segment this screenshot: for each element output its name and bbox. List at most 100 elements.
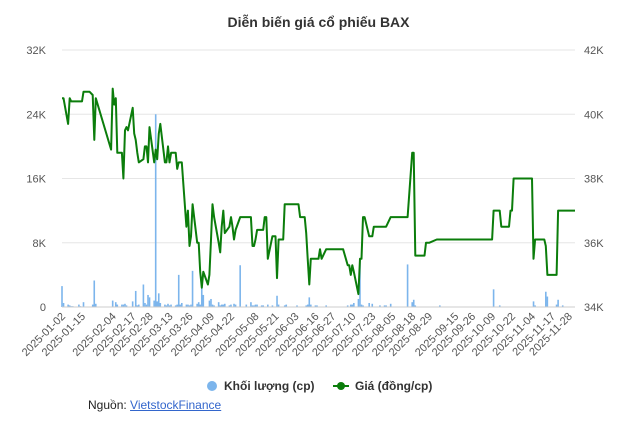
- y-axis-right: 34K 36K 38K 40K 42K: [584, 45, 604, 314]
- volume-bar: [233, 303, 235, 307]
- y-right-tick-label: 36K: [584, 238, 604, 250]
- volume-bar: [383, 305, 386, 307]
- volume-bar: [191, 270, 194, 307]
- volume-bar: [168, 305, 171, 307]
- grid-lines: [62, 49, 575, 308]
- legend-price-marker: [337, 382, 345, 390]
- volume-bar: [498, 305, 501, 307]
- volume-bar: [230, 304, 232, 307]
- volume-bar: [154, 114, 157, 307]
- volume-bar: [116, 304, 119, 307]
- price-series-line: [62, 87, 575, 296]
- volume-bar: [314, 305, 317, 307]
- volume-bar: [296, 305, 298, 307]
- volume-bar: [131, 301, 134, 307]
- volume-bar: [181, 302, 183, 307]
- legend-volume-marker: [207, 381, 217, 391]
- legend-price-label: Giá (đồng/cp): [355, 379, 432, 393]
- volume-bar: [200, 284, 203, 307]
- volume-bar: [254, 304, 257, 307]
- volume-bar: [351, 304, 354, 307]
- volume-bar: [414, 305, 417, 307]
- volume-bar: [251, 305, 254, 307]
- volume-bar: [310, 304, 312, 307]
- volume-bar: [368, 302, 370, 307]
- y-axis-left: 0 8K 16K 24K 32K: [26, 45, 46, 314]
- volume-bar: [174, 305, 177, 307]
- volume-bar: [94, 303, 97, 307]
- volume-bar: [325, 305, 327, 307]
- volume-bar: [134, 290, 137, 307]
- volume-bar: [353, 302, 355, 307]
- volume-bar: [316, 305, 318, 307]
- volume-bar: [360, 304, 363, 307]
- volume-bar: [546, 296, 549, 307]
- volume-bar: [234, 304, 237, 307]
- volume-bar: [219, 305, 222, 307]
- volume-bar: [176, 304, 178, 307]
- volume-bar: [253, 305, 255, 307]
- volume-bar: [91, 304, 94, 307]
- volume-bar: [68, 305, 71, 307]
- volume-bar: [82, 302, 85, 307]
- volume-bar: [199, 304, 202, 307]
- volume-bar: [147, 294, 149, 307]
- volume-bar: [124, 303, 126, 307]
- volume-bar: [224, 303, 226, 307]
- volume-bar: [277, 304, 280, 307]
- volume-bar: [121, 304, 123, 307]
- volume-bar: [357, 298, 360, 307]
- volume-bar: [217, 302, 220, 307]
- volume-bar: [411, 302, 413, 307]
- volume-bar: [78, 304, 80, 307]
- volume-bar: [371, 303, 374, 307]
- volume-bar: [271, 305, 274, 307]
- volume-bar: [285, 304, 288, 307]
- volume-bar: [61, 286, 63, 307]
- chart-title: Diễn biến giá cổ phiếu BAX: [227, 14, 410, 30]
- volume-bar: [250, 302, 252, 307]
- y-left-tick-label: 8K: [33, 238, 47, 250]
- volume-bar: [308, 297, 311, 307]
- volume-bar: [122, 304, 125, 307]
- volume-bar: [156, 301, 159, 307]
- volume-bar: [202, 294, 205, 307]
- volume-bar: [555, 304, 558, 307]
- volume-bar: [167, 303, 169, 307]
- y-right-tick-label: 42K: [584, 45, 604, 57]
- volume-bar: [111, 300, 114, 307]
- volume-bar: [220, 304, 223, 307]
- volume-bar: [346, 305, 349, 307]
- volume-bar: [412, 299, 415, 307]
- volume-bar: [305, 305, 308, 307]
- volume-bar: [125, 305, 128, 307]
- volume-bar: [283, 305, 286, 307]
- volume-bar: [93, 280, 96, 307]
- volume-bar: [179, 304, 182, 307]
- volume-bar: [532, 301, 535, 307]
- volume-bar: [177, 274, 180, 307]
- volume-bar: [148, 297, 151, 307]
- volume-bar: [213, 305, 215, 307]
- source-link[interactable]: VietstockFinance: [130, 398, 222, 412]
- volume-bar: [137, 304, 140, 307]
- volume-bar: [385, 305, 387, 307]
- volume-bar: [185, 304, 188, 307]
- volume-bar: [389, 303, 392, 307]
- y-left-tick-label: 32K: [26, 45, 46, 57]
- volume-bar: [144, 302, 146, 307]
- volume-bar: [136, 305, 139, 307]
- volume-bar: [245, 304, 248, 307]
- volume-bar: [114, 302, 117, 307]
- volume-bar: [557, 299, 559, 307]
- volume-bar: [228, 305, 231, 307]
- y-right-tick-label: 40K: [584, 109, 604, 121]
- legend-item-volume[interactable]: Khối lượng (cp): [207, 379, 315, 393]
- volume-bar: [208, 300, 211, 307]
- volume-bar: [210, 298, 212, 307]
- volume-bar: [359, 260, 361, 307]
- legend-item-price[interactable]: Giá (đồng/cp): [333, 379, 432, 393]
- y-right-tick-label: 34K: [584, 302, 604, 314]
- volume-bar: [256, 304, 258, 307]
